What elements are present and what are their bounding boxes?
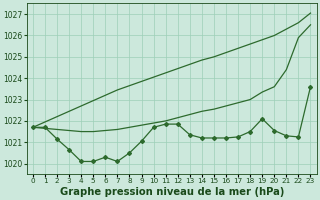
X-axis label: Graphe pression niveau de la mer (hPa): Graphe pression niveau de la mer (hPa)	[60, 187, 284, 197]
